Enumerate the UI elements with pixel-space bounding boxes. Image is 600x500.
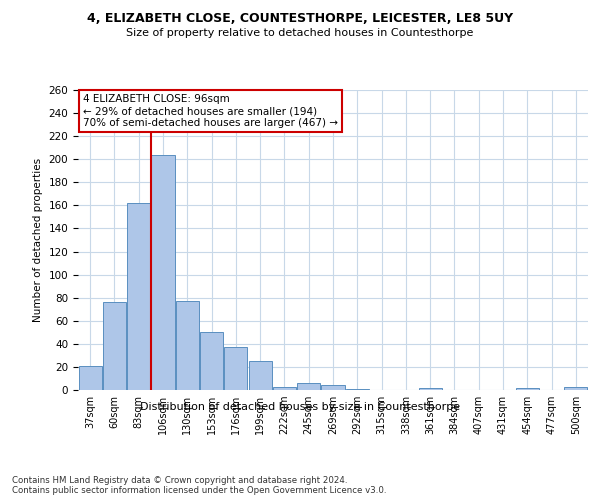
Bar <box>200 332 223 390</box>
Y-axis label: Number of detached properties: Number of detached properties <box>33 158 43 322</box>
Bar <box>322 386 344 390</box>
Text: Contains HM Land Registry data © Crown copyright and database right 2024.
Contai: Contains HM Land Registry data © Crown c… <box>12 476 386 495</box>
Bar <box>419 388 442 390</box>
Bar <box>565 386 587 390</box>
Bar <box>176 301 199 390</box>
Bar <box>297 383 320 390</box>
Text: 4, ELIZABETH CLOSE, COUNTESTHORPE, LEICESTER, LE8 5UY: 4, ELIZABETH CLOSE, COUNTESTHORPE, LEICE… <box>87 12 513 26</box>
Bar <box>516 388 539 390</box>
Bar <box>151 154 175 390</box>
Bar <box>79 366 101 390</box>
Text: Distribution of detached houses by size in Countesthorpe: Distribution of detached houses by size … <box>140 402 460 412</box>
Bar <box>273 386 296 390</box>
Bar <box>103 302 126 390</box>
Bar <box>248 361 272 390</box>
Text: 4 ELIZABETH CLOSE: 96sqm
← 29% of detached houses are smaller (194)
70% of semi-: 4 ELIZABETH CLOSE: 96sqm ← 29% of detach… <box>83 94 338 128</box>
Bar <box>224 348 247 390</box>
Bar <box>127 203 150 390</box>
Bar <box>346 389 369 390</box>
Text: Size of property relative to detached houses in Countesthorpe: Size of property relative to detached ho… <box>127 28 473 38</box>
